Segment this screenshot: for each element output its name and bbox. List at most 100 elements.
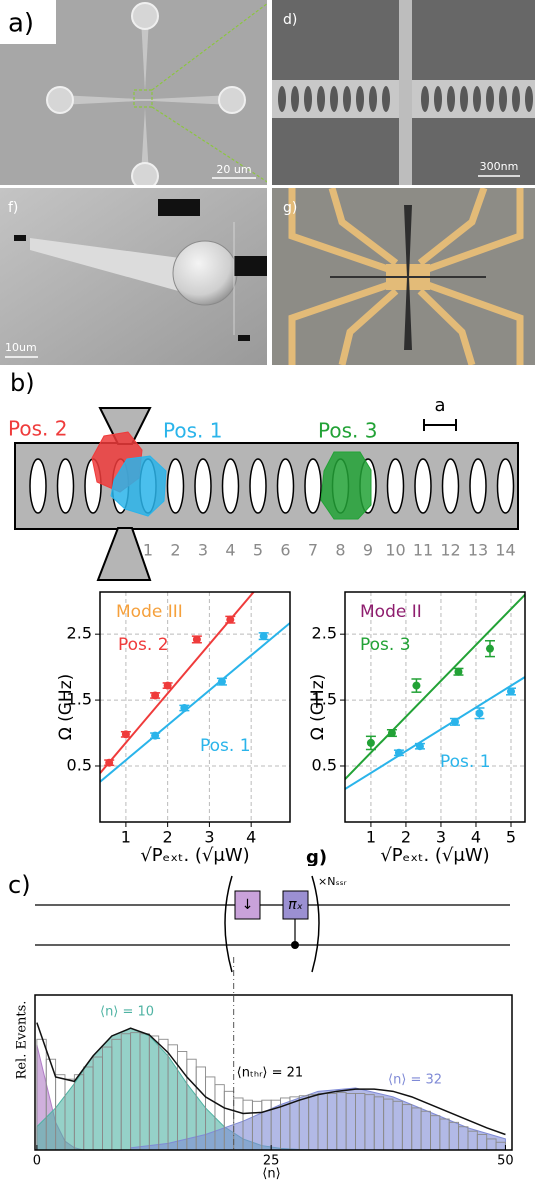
marker	[506, 687, 515, 696]
site-number: 14	[495, 541, 515, 560]
threshold-label: ⟨nₜₕᵣ⟩ = 21	[237, 1066, 304, 1081]
plot-area: 1 2 3 4 5 0.5 1.5 2.5 Pos. 3 Pos. 1 Mode II Ω (GHz)…	[308, 591, 526, 866]
series-label: Pos. 1	[440, 752, 491, 772]
position-label: Pos. 2	[8, 417, 67, 441]
hole	[414, 458, 432, 514]
data-point	[414, 742, 425, 751]
data-point	[191, 635, 202, 644]
pad	[46, 86, 74, 114]
x-tick-label: 0	[33, 1154, 41, 1169]
data-point	[258, 632, 269, 641]
y-tick-label: 1.5	[67, 690, 92, 709]
panel-label: d)	[283, 12, 297, 28]
marker	[163, 681, 172, 690]
beam	[404, 205, 412, 350]
hole	[447, 86, 455, 112]
site-number: 11	[413, 541, 433, 560]
site-number: 2	[170, 541, 180, 560]
y-tick-label: 0.5	[67, 755, 92, 774]
hole	[469, 458, 487, 514]
panel-label: g)	[283, 200, 297, 216]
position-label: Pos. 3	[318, 419, 377, 443]
data-point	[393, 748, 404, 757]
marker	[259, 632, 268, 641]
hole	[317, 86, 325, 112]
plot-area: 1 2 3 4 0.5 1.5 2.5 Pos. 2 Pos. 1 Mode III Ω (GHz)…	[56, 591, 291, 866]
hole-row	[278, 86, 533, 112]
marker	[121, 730, 130, 739]
beam	[60, 95, 232, 105]
hole	[421, 86, 429, 112]
bracket	[224, 875, 233, 973]
gate	[234, 890, 261, 920]
measure-box	[234, 256, 267, 276]
y-axis-label: Ω (GHz)	[308, 674, 328, 741]
hole	[249, 458, 267, 514]
marker	[415, 742, 424, 751]
hole	[278, 86, 286, 112]
data-point	[474, 707, 485, 720]
data-point	[505, 687, 516, 696]
marker	[14, 235, 26, 241]
position-marker	[320, 451, 372, 520]
marker	[387, 729, 396, 738]
marker	[485, 644, 494, 653]
data-point	[179, 703, 190, 712]
hole	[473, 86, 481, 112]
electrodes	[288, 188, 524, 365]
fit-line	[100, 622, 290, 783]
x-tick-label: 3	[436, 828, 446, 847]
marker	[366, 738, 375, 747]
data-point	[225, 615, 236, 624]
x-tick-label: 1	[121, 828, 131, 847]
axes-frame	[34, 994, 513, 1151]
electrode	[288, 188, 390, 273]
axes-frame	[99, 591, 291, 823]
chart-title: Mode III	[116, 602, 183, 622]
hole	[304, 458, 322, 514]
series-label: Pos. 1	[200, 736, 251, 756]
electrode	[426, 188, 524, 273]
marker	[180, 703, 189, 712]
y-tick-label: 2.5	[67, 624, 92, 643]
site-number: 5	[253, 541, 263, 560]
x-tick-label: 1	[366, 828, 376, 847]
bracket	[311, 875, 320, 973]
position-marker	[110, 455, 167, 517]
x-tick-label: 2	[163, 828, 173, 847]
micrograph-a: 20 um	[0, 0, 267, 185]
data-point	[386, 728, 397, 738]
beam	[141, 18, 149, 92]
marker	[217, 677, 226, 686]
series-label: Pos. 3	[360, 635, 411, 655]
marker	[450, 717, 459, 726]
x-tick-label: 50	[497, 1154, 514, 1169]
hole	[29, 458, 47, 514]
position-label: Pos. 1	[163, 419, 222, 443]
beam	[399, 0, 412, 185]
site-number: 10	[385, 541, 405, 560]
sphere	[172, 240, 238, 306]
micrograph-d: 300nm d)	[272, 0, 535, 185]
x-axis-label: √Pₑₓₜ. (√μW)	[380, 845, 489, 866]
hole	[356, 86, 364, 112]
repeat-label: ×Nₛₛᵣ	[318, 875, 347, 888]
taper	[30, 238, 182, 292]
data-point	[150, 731, 161, 740]
x-tick-label: 3	[204, 828, 214, 847]
y-tick-label: 2.5	[312, 624, 337, 643]
panel-label: c)	[8, 871, 31, 899]
marker	[192, 635, 201, 644]
site-number: 12	[440, 541, 460, 560]
cut-label: g)	[306, 847, 327, 868]
hole	[434, 86, 442, 112]
data-point	[216, 677, 227, 686]
marker	[226, 615, 235, 624]
x-tick-label: 2	[401, 828, 411, 847]
micrograph-g: g)	[272, 188, 535, 365]
hole	[369, 86, 377, 112]
zoom-line	[151, 2, 267, 91]
